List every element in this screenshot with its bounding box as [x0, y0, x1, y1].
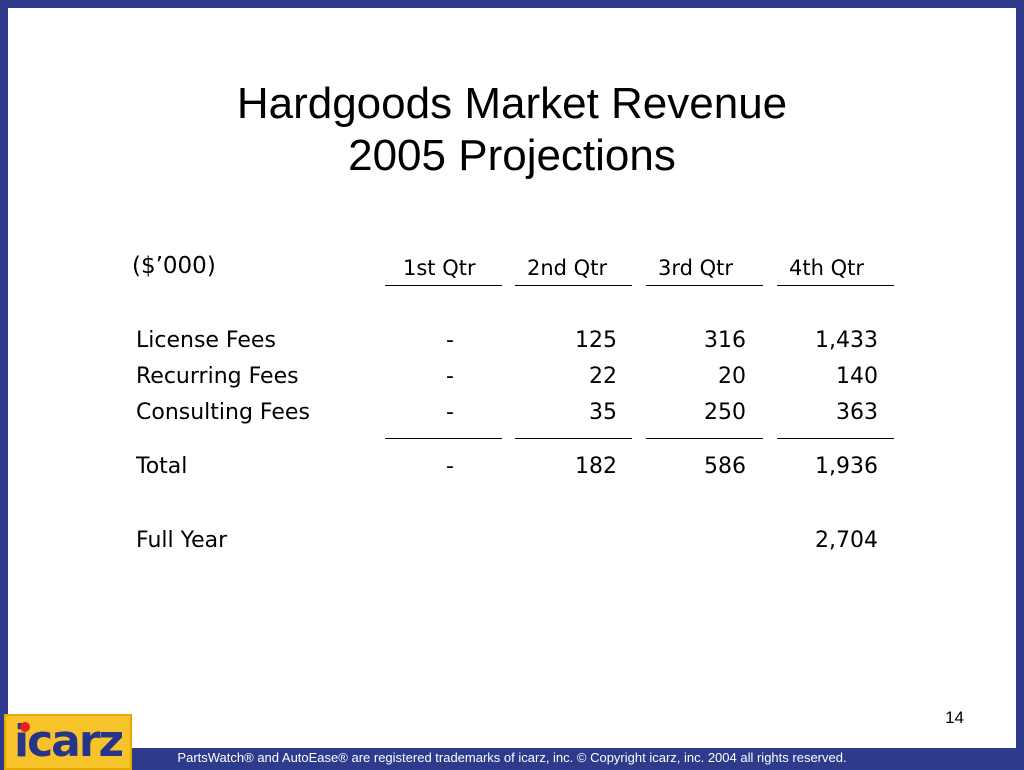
table-cell: - [446, 328, 454, 353]
logo-dot-icon [20, 722, 30, 732]
subtotal-rule [515, 438, 632, 439]
total-cell: 182 [575, 454, 617, 479]
header-rule [515, 285, 632, 286]
table-cell: 250 [704, 400, 746, 425]
total-cell: 586 [704, 454, 746, 479]
column-header-q3: 3rd Qtr [658, 256, 734, 280]
table-cell: 316 [704, 328, 746, 353]
row-label: Recurring Fees [136, 364, 299, 389]
full-year-value: 2,704 [815, 528, 878, 553]
table-cell: 125 [575, 328, 617, 353]
subtotal-rule [646, 438, 763, 439]
page-number: 14 [945, 708, 964, 727]
header-rule [385, 285, 502, 286]
row-label: Consulting Fees [136, 400, 310, 425]
table-cell: - [446, 364, 454, 389]
table-cell: 20 [718, 364, 746, 389]
subtotal-rule [385, 438, 502, 439]
icarz-logo: icarz [4, 714, 132, 770]
slide [8, 8, 1016, 748]
title-line-2: 2005 Projections [348, 131, 676, 180]
table-cell: - [446, 400, 454, 425]
table-cell: 363 [836, 400, 878, 425]
table-cell: 1,433 [815, 328, 878, 353]
row-label: License Fees [136, 328, 276, 353]
column-header-q1: 1st Qtr [403, 256, 476, 280]
total-cell: - [446, 454, 454, 479]
table-cell: 22 [589, 364, 617, 389]
table-cell: 35 [589, 400, 617, 425]
total-label: Total [136, 454, 188, 479]
total-cell: 1,936 [815, 454, 878, 479]
units-label: ($’000) [132, 253, 216, 279]
footer-trademark: PartsWatch® and AutoEase® are registered… [177, 750, 847, 765]
header-rule [646, 285, 763, 286]
column-header-q2: 2nd Qtr [527, 256, 608, 280]
slide-title: Hardgoods Market Revenue 2005 Projection… [0, 78, 1024, 182]
full-year-label: Full Year [136, 528, 228, 553]
header-rule [777, 285, 894, 286]
table-cell: 140 [836, 364, 878, 389]
subtotal-rule [777, 438, 894, 439]
title-line-1: Hardgoods Market Revenue [236, 79, 788, 128]
logo-text: icarz [14, 716, 124, 767]
column-header-q4: 4th Qtr [789, 256, 864, 280]
